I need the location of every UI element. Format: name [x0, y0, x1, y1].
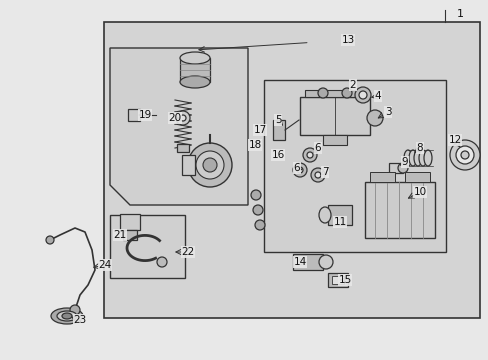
Bar — [331, 276, 343, 284]
Circle shape — [292, 163, 306, 177]
Ellipse shape — [423, 150, 431, 166]
Circle shape — [318, 255, 332, 269]
Circle shape — [310, 168, 325, 182]
Circle shape — [180, 115, 185, 121]
Bar — [327, 205, 351, 225]
Ellipse shape — [418, 150, 426, 166]
Circle shape — [250, 190, 261, 200]
Circle shape — [449, 140, 479, 170]
Text: 24: 24 — [98, 260, 111, 270]
Ellipse shape — [57, 311, 77, 321]
Text: 7: 7 — [321, 167, 327, 177]
Circle shape — [157, 257, 167, 267]
Circle shape — [70, 305, 80, 315]
Ellipse shape — [318, 207, 330, 223]
Text: 13: 13 — [341, 35, 354, 45]
Text: 22: 22 — [181, 247, 194, 257]
Text: 9: 9 — [401, 157, 407, 167]
Text: 21: 21 — [113, 230, 126, 240]
Circle shape — [303, 148, 316, 162]
Ellipse shape — [62, 313, 72, 319]
Text: 12: 12 — [447, 135, 461, 145]
Bar — [123, 230, 137, 240]
Circle shape — [397, 163, 407, 173]
Text: 15: 15 — [338, 275, 351, 285]
Circle shape — [187, 143, 231, 187]
Ellipse shape — [180, 52, 209, 64]
Bar — [272, 120, 285, 140]
Text: 10: 10 — [412, 187, 426, 197]
Circle shape — [317, 88, 327, 98]
Text: 1: 1 — [456, 9, 463, 19]
Bar — [327, 273, 347, 287]
Text: 6: 6 — [314, 143, 321, 153]
Text: 5: 5 — [274, 115, 281, 125]
Circle shape — [314, 172, 320, 178]
Bar — [177, 144, 189, 152]
Bar — [323, 135, 346, 145]
Text: 19: 19 — [138, 110, 151, 120]
Circle shape — [203, 158, 217, 172]
Bar — [110, 215, 184, 278]
Circle shape — [341, 88, 351, 98]
Ellipse shape — [180, 76, 209, 88]
Circle shape — [196, 151, 224, 179]
Bar — [404, 172, 429, 182]
Bar — [120, 214, 140, 230]
Bar — [180, 58, 209, 82]
Text: 11: 11 — [333, 217, 346, 227]
Circle shape — [366, 110, 382, 126]
Circle shape — [306, 152, 312, 158]
Text: 18: 18 — [248, 140, 261, 150]
Circle shape — [460, 151, 468, 159]
Text: 14: 14 — [293, 257, 306, 267]
Bar — [104, 22, 479, 318]
Ellipse shape — [403, 150, 411, 166]
Ellipse shape — [408, 150, 416, 166]
Circle shape — [455, 146, 473, 164]
Bar — [182, 155, 195, 175]
Circle shape — [252, 205, 263, 215]
Bar — [305, 90, 364, 97]
Text: 8: 8 — [416, 143, 423, 153]
Text: 16: 16 — [271, 150, 284, 160]
Bar — [364, 182, 434, 238]
Text: 17: 17 — [253, 125, 266, 135]
Bar — [369, 172, 394, 182]
Text: 23: 23 — [73, 315, 86, 325]
Bar — [388, 163, 402, 173]
Bar — [264, 80, 445, 252]
Circle shape — [46, 236, 54, 244]
Ellipse shape — [51, 308, 83, 324]
Bar — [292, 254, 323, 270]
Text: 20: 20 — [168, 113, 181, 123]
Polygon shape — [110, 48, 247, 205]
Text: 6: 6 — [293, 163, 300, 173]
Ellipse shape — [413, 150, 421, 166]
Bar — [128, 109, 140, 121]
Circle shape — [254, 220, 264, 230]
Circle shape — [354, 87, 370, 103]
Circle shape — [176, 111, 190, 125]
Circle shape — [358, 91, 366, 99]
Circle shape — [296, 167, 303, 173]
Bar — [299, 97, 369, 135]
Text: 2: 2 — [349, 80, 356, 90]
Text: 4: 4 — [374, 91, 381, 101]
Text: 3: 3 — [384, 107, 390, 117]
